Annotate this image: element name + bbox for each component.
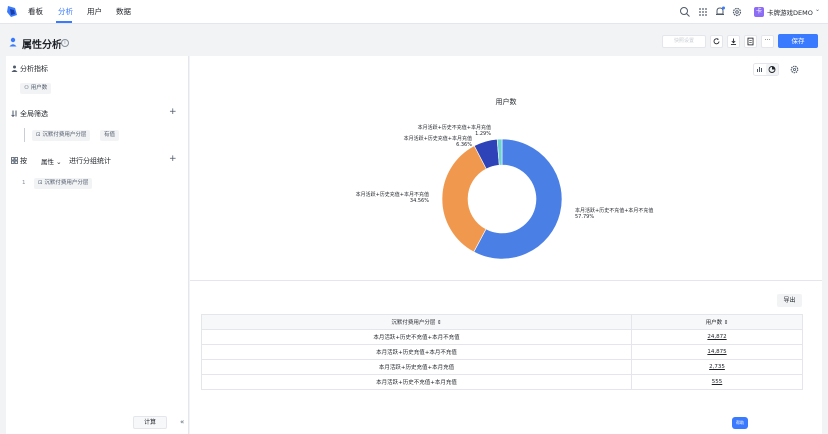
filter-property-chip[interactable]: ⊡ 沉默付费用户分层 [32, 130, 91, 141]
slice-label-0-percent: 57.79% [575, 213, 595, 220]
table-header-row: 沉默付费用户分层 ⇕ 用户数 ⇕ [201, 314, 803, 330]
filter-bracket-line [24, 128, 25, 142]
nav-dashboard[interactable]: 看板 [28, 7, 43, 16]
help-chat-button[interactable]: 帮助 [732, 417, 748, 429]
donut-slice-0[interactable] [473, 138, 563, 260]
filter-sort-icon [11, 110, 17, 117]
collapse-panel-icon[interactable]: « [180, 418, 185, 426]
slice-label-1-category: 本月活跃+历史充值+本月不充值 [355, 192, 429, 198]
nav-users[interactable]: 用户 [87, 7, 102, 16]
donut-slice-1[interactable] [441, 145, 487, 253]
download-icon[interactable] [727, 35, 740, 48]
segment-cell: 本月活跃+历史充值+本月充值 [201, 359, 632, 375]
group-by-suffix: 进行分组统计 [69, 157, 111, 165]
snapshot-settings-button[interactable]: 快照设置 [662, 35, 706, 48]
group-by-select[interactable]: 属性 ⌄ [41, 156, 62, 166]
export-button[interactable]: 导出 [777, 294, 802, 307]
settings-gear-icon[interactable] [731, 6, 743, 18]
slice-label-3-percent: 1.29% [475, 130, 491, 137]
group-index: 1 [22, 180, 26, 186]
page-title: 属性分析 [22, 40, 62, 51]
global-filter-title: 全局筛选 [20, 110, 48, 118]
group-by-icon [11, 157, 18, 164]
table-row: 本月活跃+历史充值+本月不充值 14,875 [201, 344, 803, 360]
segment-cell: 本月活跃+历史不充值+本月不充值 [201, 329, 632, 345]
nav-data[interactable]: 数据 [116, 7, 131, 16]
property-icon: ⊡ [36, 132, 43, 138]
add-filter-icon[interactable]: + [169, 107, 177, 117]
info-icon[interactable]: i [61, 39, 69, 47]
slice-label-2-category: 本月活跃+历史充值+本月充值 [403, 136, 472, 142]
slice-label-0-category: 本月活跃+历史不充值+本月不充值 [575, 208, 654, 214]
slice-label-1-percent: 34.56% [409, 197, 429, 204]
bar-chart-icon[interactable] [757, 67, 762, 72]
chevron-down-icon: ⌄ [56, 158, 62, 166]
chart-title: 用户数 [495, 98, 517, 106]
slice-label-1: 本月活跃+历史充值+本月不充值 34.56% [353, 192, 429, 204]
tenant-avatar[interactable]: 卡 [754, 7, 764, 17]
add-group-icon[interactable]: + [169, 154, 177, 164]
apps-grid-icon[interactable] [697, 6, 709, 18]
result-table: 沉默付费用户分层 ⇕ 用户数 ⇕ 本月活跃+历史不充值+本月不充值 24,872… [201, 314, 803, 390]
chevron-down-icon[interactable]: ⌄ [815, 6, 821, 13]
nav-active-indicator [56, 21, 72, 23]
column-header-users[interactable]: 用户数 ⇕ [631, 314, 803, 330]
user-attribute-icon [9, 37, 17, 47]
user-count-link[interactable]: 555 [631, 374, 803, 390]
segment-cell: 本月活跃+历史不充值+本月充值 [201, 374, 632, 390]
table-row: 本月活跃+历史充值+本月充值 2,735 [201, 359, 803, 375]
search-icon[interactable] [679, 6, 691, 18]
user-count-link[interactable]: 24,872 [631, 329, 803, 345]
section-divider [190, 280, 822, 281]
group-property-label: 沉默付费用户分层 [44, 180, 89, 186]
donut-chart [441, 138, 563, 260]
more-options-button[interactable]: ··· [761, 35, 774, 48]
chart-settings-icon[interactable] [788, 63, 801, 76]
user-count-icon: ⚇ [24, 85, 31, 91]
group-by-prefix: 按 [20, 157, 27, 165]
result-area: 用户数 本月活跃+历史不充值+本月不充值 57.79% 本月活跃+历史充值+本月… [190, 56, 822, 434]
bell-icon[interactable] [714, 6, 726, 18]
filter-condition-chip[interactable]: 有值 [100, 130, 120, 141]
config-panel: 分析指标 ⚇ 用户数 全局筛选 + ⊡ 沉默付费用户分层 有值 按 属性 ⌄ 进… [6, 56, 189, 434]
user-count-link[interactable]: 14,875 [631, 344, 803, 360]
property-icon: ⊡ [38, 180, 45, 186]
save-button[interactable]: 保存 [778, 34, 818, 48]
slice-label-2: 本月活跃+历史充值+本月充值 6.36% [388, 136, 472, 148]
pie-chart-icon[interactable] [768, 66, 776, 73]
top-nav-bar: 看板 分析 用户 数据 卡 卡牌游戏DEMO ⌄ [0, 0, 828, 24]
table-row: 本月活跃+历史不充值+本月充值 555 [201, 374, 803, 390]
donut-slice-3[interactable] [496, 138, 503, 166]
calculate-button[interactable]: 计算 [133, 416, 167, 429]
metric-chip-label: 用户数 [30, 85, 48, 91]
nav-analysis[interactable]: 分析 [58, 7, 73, 16]
group-property-chip[interactable]: ⊡ 沉默付费用户分层 [34, 178, 93, 189]
slice-label-3-category: 本月活跃+历史不充值+本月充值 [417, 125, 491, 131]
metric-icon [11, 65, 18, 72]
slice-label-2-percent: 6.36% [456, 141, 472, 148]
refresh-icon[interactable] [710, 35, 723, 48]
metric-chip-users[interactable]: ⚇ 用户数 [20, 83, 52, 94]
filter-property-label: 沉默付费用户分层 [42, 132, 87, 138]
column-header-segment[interactable]: 沉默付费用户分层 ⇕ [201, 314, 632, 330]
app-logo-icon[interactable] [6, 5, 18, 18]
user-count-link[interactable]: 2,735 [631, 359, 803, 375]
metric-section-title: 分析指标 [20, 65, 48, 73]
tenant-name[interactable]: 卡牌游戏DEMO [767, 9, 813, 17]
group-by-select-label: 属性 [41, 158, 54, 166]
save-to-dashboard-icon[interactable] [744, 35, 757, 48]
segment-cell: 本月活跃+历史充值+本月不充值 [201, 344, 632, 360]
table-row: 本月活跃+历史不充值+本月不充值 24,872 [201, 329, 803, 345]
chart-type-switch[interactable] [753, 63, 779, 76]
slice-label-0: 本月活跃+历史不充值+本月不充值 57.79% [575, 208, 654, 220]
slice-label-3: 本月活跃+历史不充值+本月充值 1.29% [412, 125, 491, 137]
page-title-bar: 属性分析 i [0, 30, 828, 54]
